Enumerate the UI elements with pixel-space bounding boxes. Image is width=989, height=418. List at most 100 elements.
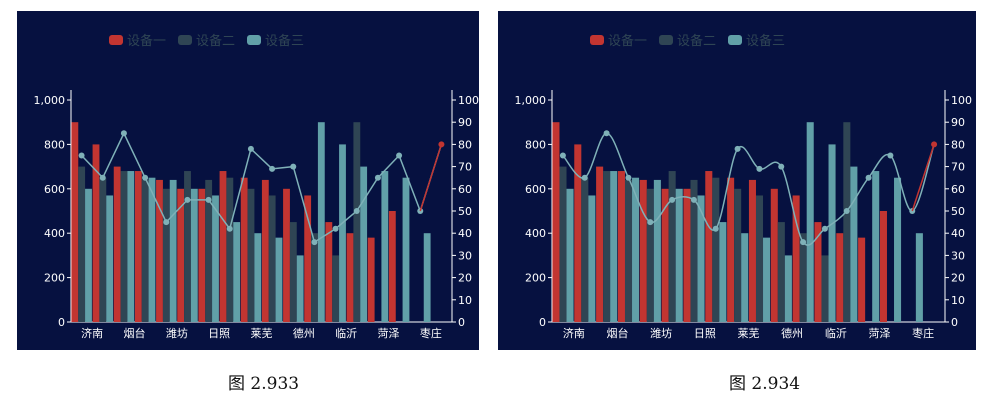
bar-设备三 (275, 237, 283, 322)
y-right-tick-label: 30 (951, 249, 965, 262)
bar-设备二 (712, 177, 720, 322)
bar-设备三 (148, 177, 156, 322)
bar-设备一 (639, 179, 647, 322)
bar-设备二 (289, 222, 297, 322)
x-tick-label: 莱芜 (251, 326, 273, 340)
bar-设备一 (367, 237, 375, 322)
bar-设备三 (127, 171, 135, 322)
bar-设备二 (799, 233, 807, 322)
y-right-tick-label: 20 (951, 272, 965, 285)
bar-设备三 (233, 222, 241, 322)
y-right-tick-label: 90 (458, 116, 472, 129)
y-left-tick-label: 400 (44, 227, 65, 240)
bar-设备三 (850, 166, 858, 322)
y-left-tick-label: 400 (525, 227, 546, 240)
bar-设备三 (675, 188, 683, 322)
line-point (311, 239, 318, 246)
line-point (269, 165, 276, 172)
line-point (756, 165, 763, 172)
line-point (332, 225, 339, 232)
legend-label: 设备一 (127, 33, 166, 49)
x-tick-label: 日照 (694, 327, 716, 340)
bar-设备三 (872, 171, 880, 322)
x-tick-label: 潍坊 (650, 326, 672, 340)
y-right-tick-label: 80 (458, 138, 472, 151)
bar-设备一 (705, 171, 713, 322)
bar-设备一 (71, 122, 79, 322)
y-left-tick-label: 0 (539, 316, 546, 329)
legend-swatch (659, 35, 673, 45)
bar-设备一 (814, 222, 822, 322)
bar-设备一 (661, 188, 669, 322)
bar-设备一 (683, 188, 691, 322)
bar-设备一 (219, 171, 227, 322)
y-right-tick-label: 100 (458, 94, 479, 107)
x-tick-label: 德州 (293, 326, 315, 340)
bar-设备一 (156, 179, 163, 322)
bar-设备一 (727, 177, 735, 322)
legend-swatch (109, 35, 123, 45)
bar-设备三 (169, 179, 177, 322)
bar-设备二 (268, 195, 276, 322)
bar-设备三 (763, 237, 771, 322)
line-point (734, 145, 741, 152)
bar-设备二 (205, 179, 213, 322)
legend-label: 设备三 (265, 33, 304, 49)
line-point (603, 130, 610, 137)
y-left-tick-label: 1,000 (515, 94, 547, 107)
line-point (163, 219, 170, 226)
bar-设备二 (559, 166, 567, 322)
bar-设备二 (624, 179, 633, 322)
bar-设备三 (85, 188, 92, 322)
x-tick-label: 潍坊 (166, 326, 188, 340)
line-point (690, 196, 697, 203)
legend-label: 设备一 (608, 33, 647, 49)
x-tick-label: 济南 (81, 326, 103, 340)
legend-swatch (728, 35, 742, 45)
bar-设备三 (653, 179, 661, 322)
y-left-tick-label: 0 (58, 316, 65, 329)
bar-设备一 (177, 188, 185, 322)
y-left-tick-label: 600 (525, 183, 546, 196)
bar-设备三 (894, 177, 902, 322)
bar-设备一 (552, 122, 560, 322)
y-right-tick-label: 30 (458, 249, 472, 262)
bar-line-chart-right: 设备一 设备二 设备三 0 200 400 600 800 1,000 0 10 20 30 40 50 60… (515, 33, 973, 340)
x-tick-label: 菏泽 (869, 327, 891, 340)
bar-设备三 (254, 233, 262, 322)
figure-caption-right: 图 2.934 (729, 374, 801, 394)
bar-line-chart-left: 设备一 设备二 设备三 0 200 400 600 800 1,000 0 10 20 30 40 50 60… (34, 33, 480, 340)
bar-设备三 (296, 255, 304, 322)
x-tick-label: 烟台 (124, 326, 146, 340)
line-point (625, 174, 632, 181)
bar-设备一 (134, 171, 142, 322)
line-point (78, 152, 85, 159)
legend-swatch (247, 35, 261, 45)
bar-设备一 (748, 179, 756, 322)
y-right-tick-label: 10 (458, 294, 472, 307)
bar-设备一 (283, 188, 290, 322)
line-point (374, 174, 381, 181)
legend-swatch (590, 35, 604, 45)
line-point (669, 196, 676, 203)
bar-设备一 (574, 144, 582, 322)
line-point (353, 208, 360, 214)
bar-设备一 (792, 195, 800, 322)
y-right-tick-label: 10 (951, 294, 965, 307)
bar-设备二 (184, 171, 191, 322)
line-point (559, 152, 566, 159)
bar-设备三 (915, 233, 923, 322)
bar-设备二 (581, 177, 589, 322)
y-right-tick-label: 60 (458, 183, 472, 196)
y-left-tick-label: 800 (525, 138, 546, 151)
y-right-tick-label: 40 (458, 227, 472, 240)
bar-设备二 (668, 171, 676, 322)
line-point (290, 163, 297, 170)
bar-设备一 (325, 222, 333, 322)
x-tick-label: 烟台 (607, 326, 629, 340)
y-right-tick-label: 60 (951, 183, 965, 196)
line-point (205, 196, 212, 203)
line-series-end (911, 144, 935, 212)
y-right-tick-label: 70 (951, 161, 965, 174)
bar-设备一 (198, 188, 206, 322)
